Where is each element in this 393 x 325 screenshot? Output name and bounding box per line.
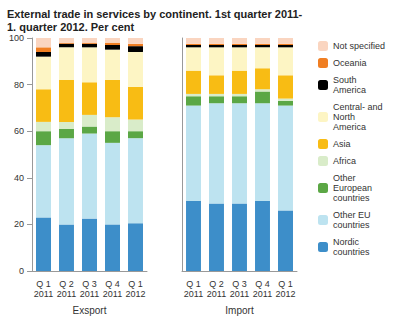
svg-text:countries: countries (333, 247, 370, 257)
svg-text:2011: 2011 (253, 289, 272, 299)
svg-text:Africa: Africa (333, 156, 356, 166)
svg-text:2011: 2011 (80, 289, 99, 299)
svg-text:2011: 2011 (103, 289, 122, 299)
svg-text:Oceania: Oceania (333, 58, 367, 68)
svg-text:Not specified: Not specified (333, 41, 385, 51)
svg-text:1. quarter 2012. Per cent: 1. quarter 2012. Per cent (7, 21, 135, 33)
svg-text:Q 1: Q 1 (128, 279, 143, 289)
svg-text:Q 2: Q 2 (209, 279, 224, 289)
svg-text:Other: Other (333, 173, 358, 183)
svg-text:External trade in services by: External trade in services by continent.… (7, 8, 303, 20)
svg-text:0: 0 (19, 266, 24, 276)
svg-text:60: 60 (14, 126, 24, 136)
svg-text:Q 4: Q 4 (105, 279, 120, 289)
svg-text:North: North (333, 112, 358, 122)
svg-text:2011: 2011 (184, 289, 203, 299)
svg-text:2011: 2011 (207, 289, 226, 299)
svg-text:Nordic: Nordic (333, 237, 362, 247)
svg-text:America: America (333, 122, 366, 132)
svg-text:Q 4: Q 4 (255, 279, 270, 289)
svg-text:Central- and: Central- and (333, 102, 385, 112)
svg-text:Q 3: Q 3 (232, 279, 247, 289)
svg-text:20: 20 (14, 219, 24, 229)
svg-text:countries: countries (333, 193, 370, 203)
svg-text:2012: 2012 (125, 289, 145, 299)
svg-text:Import: Import (225, 305, 254, 316)
svg-text:Q 2: Q 2 (59, 279, 74, 289)
svg-text:Q 1: Q 1 (186, 279, 201, 289)
svg-text:South: South (333, 75, 359, 85)
svg-text:2011: 2011 (57, 289, 76, 299)
svg-text:Asia: Asia (333, 139, 351, 149)
svg-text:80: 80 (14, 80, 24, 90)
svg-text:Other EU: Other EU (333, 210, 373, 220)
svg-text:America: America (333, 85, 366, 95)
svg-text:European: European (333, 183, 375, 193)
svg-text:countries: countries (333, 220, 370, 230)
svg-text:Exsport: Exsport (73, 305, 107, 316)
svg-text:2012: 2012 (275, 289, 295, 299)
svg-text:40: 40 (14, 173, 24, 183)
svg-text:Q 1: Q 1 (36, 279, 51, 289)
svg-text:100: 100 (9, 33, 24, 43)
svg-text:2011: 2011 (34, 289, 53, 299)
svg-text:Q 3: Q 3 (82, 279, 97, 289)
svg-text:Q 1: Q 1 (278, 279, 293, 289)
svg-text:2011: 2011 (230, 289, 249, 299)
